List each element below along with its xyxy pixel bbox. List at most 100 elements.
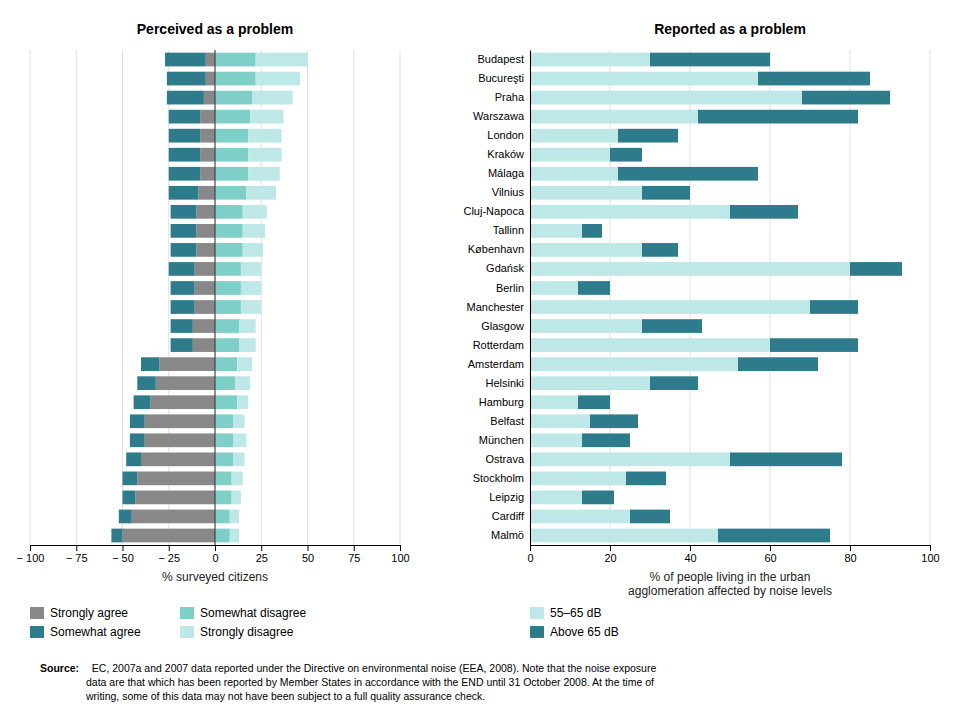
series-3	[230, 53, 308, 543]
bar	[618, 167, 758, 181]
bar	[738, 357, 818, 371]
bar	[135, 491, 215, 505]
bar	[171, 319, 193, 333]
bar	[193, 319, 215, 333]
y-tick: København	[468, 243, 530, 255]
tick-label: Amsterdam	[468, 358, 524, 370]
legend-swatch	[30, 626, 44, 638]
grid-line	[400, 50, 401, 545]
legend-label: Strongly agree	[50, 606, 128, 620]
bar	[770, 338, 858, 352]
tick-mark	[30, 545, 31, 551]
bar	[530, 167, 618, 181]
bar	[126, 452, 141, 466]
x-tick: 0	[212, 545, 218, 564]
bar	[215, 433, 234, 447]
bar	[230, 529, 239, 543]
bar	[169, 148, 200, 162]
tick-label: Tallinn	[493, 224, 524, 236]
bar	[171, 205, 197, 219]
bar	[123, 529, 216, 543]
bar	[234, 452, 245, 466]
bar	[248, 148, 281, 162]
bar	[198, 186, 215, 200]
axis-domain	[530, 51, 531, 546]
series-0	[123, 53, 216, 543]
bar	[215, 414, 234, 428]
tick-label: Rotterdam	[473, 339, 524, 351]
bar	[215, 529, 230, 543]
bar	[130, 433, 145, 447]
legend-swatch	[530, 626, 544, 638]
bar	[137, 376, 156, 390]
grid-line	[307, 50, 308, 545]
y-tick: Amsterdam	[468, 358, 530, 370]
zero-line	[215, 50, 216, 545]
tick-label: Cluj-Napoca	[463, 205, 524, 217]
bar	[215, 129, 248, 143]
bar	[197, 243, 216, 257]
bars	[530, 53, 902, 543]
y-tick: Gdańsk	[486, 262, 530, 274]
y-tick: München	[479, 434, 530, 446]
bar	[239, 319, 256, 333]
bar	[200, 148, 215, 162]
tick-mark	[690, 545, 691, 551]
bar	[802, 91, 890, 105]
bar	[758, 72, 870, 86]
tick-label: 20	[604, 552, 616, 564]
y-tick: Malmö	[491, 529, 530, 541]
x-axis-title-line: % of people living in the urban	[650, 570, 811, 584]
tick-label: Stockholm	[473, 472, 524, 484]
bar	[730, 205, 798, 219]
bar	[132, 510, 215, 524]
bar	[215, 452, 234, 466]
bar	[530, 491, 582, 505]
bar	[243, 205, 267, 219]
series-1	[111, 53, 205, 543]
tick-label: 60	[764, 552, 776, 564]
bar	[530, 376, 650, 390]
x-tick: 100	[391, 545, 409, 564]
tick-label: 0	[212, 552, 218, 564]
bar	[215, 224, 243, 238]
bar	[530, 452, 730, 466]
bar	[530, 357, 738, 371]
tick-label: 75	[348, 552, 360, 564]
bar	[123, 491, 136, 505]
tick-label: − 100	[17, 552, 45, 564]
bar	[232, 472, 243, 486]
bar	[195, 281, 215, 295]
tick-label: Manchester	[467, 301, 525, 313]
y-tick: Praha	[495, 91, 530, 103]
legend-item: Above 65 dB	[530, 625, 619, 639]
tick-label: London	[487, 129, 524, 141]
bar	[618, 129, 678, 143]
tick-label: København	[468, 243, 524, 255]
bar	[530, 472, 626, 486]
tick-mark	[123, 545, 124, 551]
tick-label: 80	[844, 552, 856, 564]
bar	[626, 472, 666, 486]
tick-mark	[930, 545, 931, 551]
y-tick: Vilnius	[492, 186, 530, 198]
bar	[215, 395, 237, 409]
bar	[232, 491, 241, 505]
bar	[250, 110, 283, 124]
tick-label: Budapest	[478, 53, 524, 65]
y-tick: Hamburg	[479, 396, 530, 408]
bar	[582, 224, 602, 238]
tick-mark	[308, 545, 309, 551]
x-tick: 60	[764, 545, 776, 564]
tick-label: − 75	[66, 552, 88, 564]
grid-line	[76, 50, 77, 545]
bar	[215, 357, 237, 371]
bar	[810, 300, 858, 314]
x-axis-title-line: agglomeration affected by noise levels	[628, 584, 832, 598]
tick-label: − 25	[158, 552, 180, 564]
bar	[582, 491, 614, 505]
bar	[215, 110, 250, 124]
chart-1: 020406080100BudapestBucureştiPrahaWarsza…	[463, 21, 939, 639]
bar	[137, 472, 215, 486]
tick-label: Bucureşti	[478, 72, 524, 84]
